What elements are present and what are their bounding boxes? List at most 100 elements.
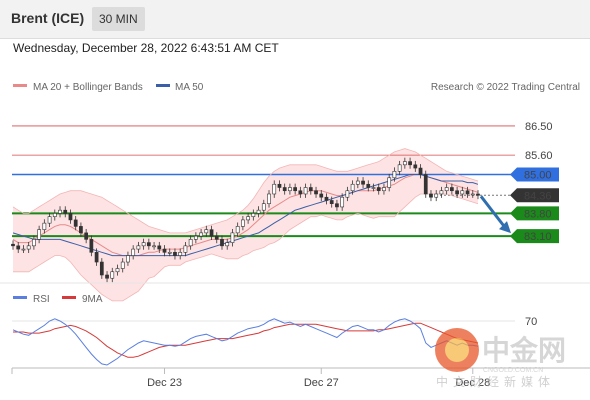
candle-body: [397, 164, 402, 172]
candle-body: [288, 187, 292, 192]
candle-body: [11, 243, 15, 247]
candle-body: [178, 252, 183, 256]
candle-body: [225, 242, 230, 247]
x-axis-ticks: Dec 23 Dec 27 Dec 28: [147, 368, 490, 389]
candle-body: [361, 180, 365, 185]
candle-body: [126, 255, 130, 263]
pivot-badge-label: 85.00: [524, 170, 552, 182]
candle-body: [37, 229, 41, 240]
candle-body: [152, 245, 156, 248]
candle-body: [293, 187, 298, 192]
candle-body: [267, 193, 271, 205]
candle-body: [308, 187, 313, 192]
candle-body: [450, 187, 454, 192]
candle-body: [209, 229, 214, 237]
candle-body: [146, 242, 151, 247]
legend-swatch-ma20: [13, 84, 27, 87]
candle-body: [272, 183, 277, 195]
last-price-badge-label: 84.36: [524, 190, 552, 202]
instrument-title: Brent (ICE): [11, 10, 85, 26]
candle-body: [173, 252, 177, 256]
candle-body: [32, 239, 36, 247]
watermark-tagline: 中文财经新媒体: [436, 374, 555, 389]
candle-body: [476, 193, 480, 196]
bollinger-lower-line: [13, 193, 479, 302]
candle-body: [319, 193, 324, 198]
candle-body: [136, 245, 141, 250]
candle-body: [423, 174, 428, 195]
candle-body: [89, 239, 94, 253]
support-badge: [510, 229, 559, 244]
candle-body: [79, 226, 83, 234]
candle-body: [131, 248, 136, 256]
candle-body: [387, 177, 392, 188]
candle-body: [371, 187, 376, 189]
candle-body: [335, 203, 339, 208]
support-badge-label: 83.10: [524, 231, 552, 243]
candle-body: [241, 219, 245, 227]
candle-body: [235, 226, 240, 234]
pivot-badge: [510, 167, 559, 182]
support-badge-label: 83.80: [524, 208, 552, 220]
candle-body: [345, 190, 350, 198]
candle-body: [277, 183, 282, 188]
x-tick-label: Dec 28: [455, 377, 490, 389]
watermark-logo: 中金网 CNGOLD.COM.CN 中文财经新媒体: [435, 328, 566, 389]
candle-body: [220, 239, 224, 247]
candle-body: [460, 190, 465, 195]
candle-body: [42, 222, 47, 230]
candle-body: [298, 190, 303, 195]
candle-body: [246, 216, 250, 221]
watermark-coin-inner-icon: [445, 338, 469, 362]
candle-body: [26, 245, 31, 250]
candle-body: [167, 252, 172, 254]
rsi-line: [12, 318, 479, 366]
candle-body: [418, 167, 423, 175]
rsi-lines: [12, 318, 515, 366]
candle-body: [110, 271, 115, 279]
candle-body: [162, 248, 167, 253]
forecast-arrow: [479, 195, 511, 234]
candle-body: [115, 268, 120, 273]
candle-body: [256, 209, 261, 214]
candle-body: [261, 203, 266, 211]
candle-body: [94, 252, 99, 263]
candle-body: [84, 232, 89, 240]
candle-body: [63, 209, 68, 214]
forecast-arrow-head-icon: [499, 221, 511, 234]
candle-body: [340, 196, 345, 208]
legend-swatch-9ma: [62, 296, 76, 299]
timeframe-badge[interactable]: 30 MIN: [92, 7, 145, 31]
candle-body: [324, 196, 329, 201]
candle-body: [16, 245, 21, 250]
candle-body: [120, 261, 125, 269]
watermark-sub-text: CNGOLD.COM.CN: [483, 367, 543, 374]
candle-body: [99, 261, 104, 276]
candle-body: [413, 164, 418, 169]
bollinger-band: [13, 148, 478, 301]
candle-body: [199, 232, 203, 237]
candle-body: [73, 219, 78, 227]
candle-body: [408, 161, 412, 166]
candle-body: [157, 245, 162, 250]
candle-body: [105, 274, 109, 279]
header-bar: Brent (ICE) 30 MIN: [0, 0, 590, 39]
rsi-tick-70: 70: [525, 316, 537, 328]
level-badges: 86.50 85.60 85.00 84.36 83.80 83.10: [510, 121, 559, 244]
forecast-arrow-shaft: [479, 195, 506, 228]
candle-body: [141, 242, 146, 247]
price-panel: MA 20 + Bollinger Bands MA 50 Research ©…: [11, 82, 580, 302]
candle-body: [68, 213, 73, 221]
candle-body: [392, 170, 397, 179]
watermark-main-text: 中金网: [482, 334, 566, 367]
candle-body: [204, 229, 209, 234]
candle-body: [455, 190, 459, 195]
candle-body: [21, 248, 26, 251]
candle-body: [52, 213, 57, 217]
support-badge: [510, 206, 559, 221]
copyright-text: Research © 2022 Trading Central: [431, 82, 580, 93]
candle-body: [444, 187, 449, 192]
candle-body: [314, 190, 318, 195]
candle-body: [193, 235, 198, 240]
